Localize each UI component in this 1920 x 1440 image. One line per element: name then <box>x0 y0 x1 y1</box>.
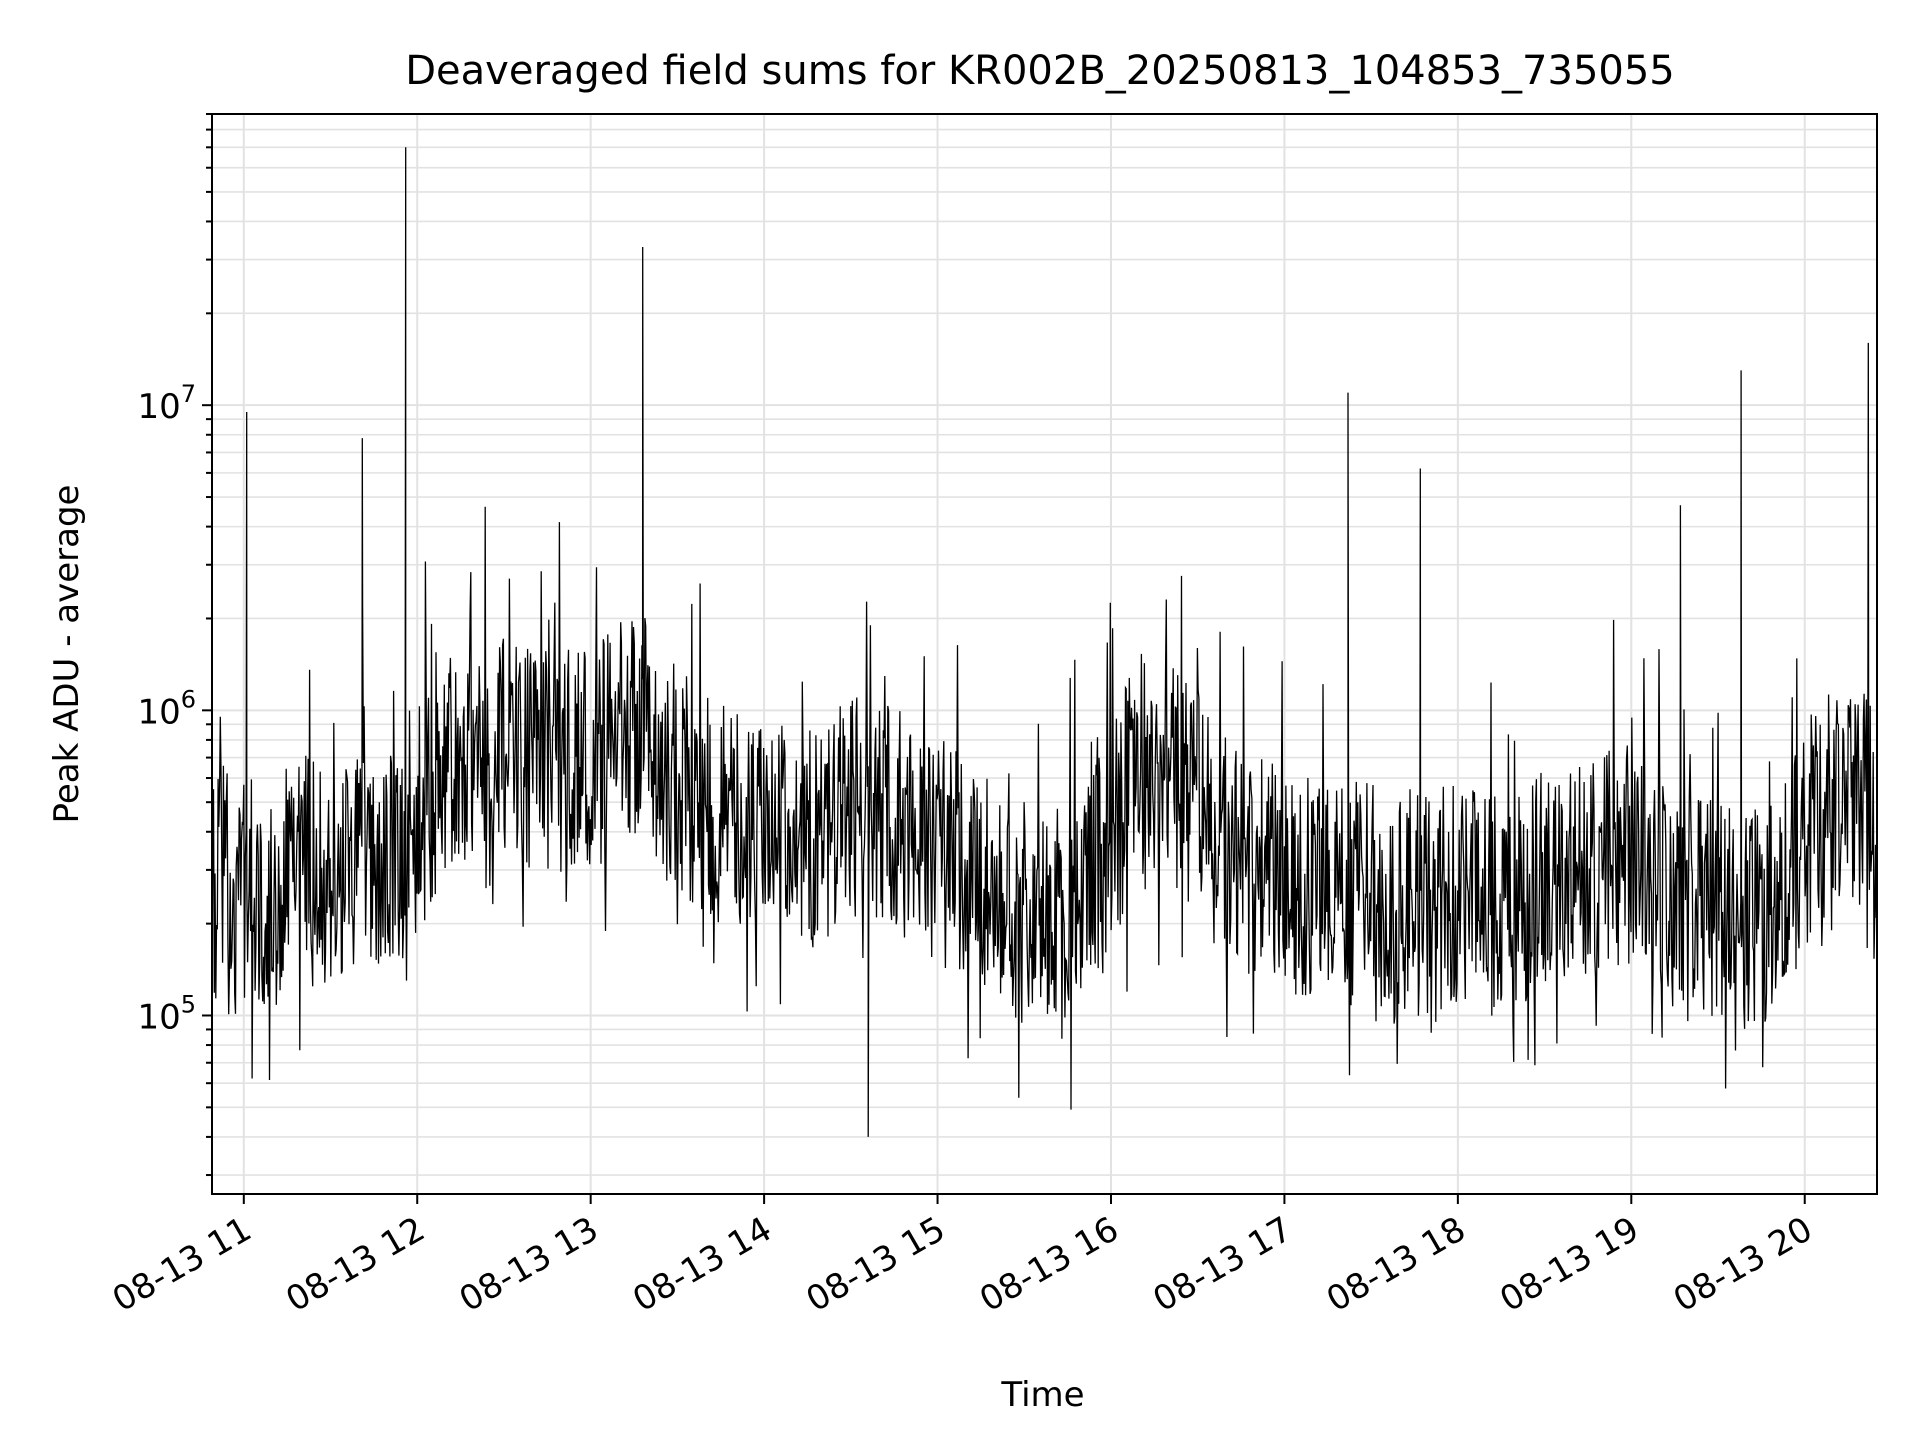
y-tick-label: 105 <box>137 990 196 1037</box>
y-tick-label: 106 <box>137 685 196 732</box>
plot-frame <box>211 113 1878 1195</box>
y-tick-label: 107 <box>137 380 196 427</box>
y-axis-label: Peak ADU - average <box>47 485 87 824</box>
y-axis: 105 106 107 <box>137 113 212 1177</box>
data-series <box>212 147 1877 1137</box>
series-line <box>212 147 1877 1137</box>
chart-title: Deaveraged field sums for KR002B_2025081… <box>405 48 1675 94</box>
x-axis-label: Time <box>1000 1375 1084 1415</box>
